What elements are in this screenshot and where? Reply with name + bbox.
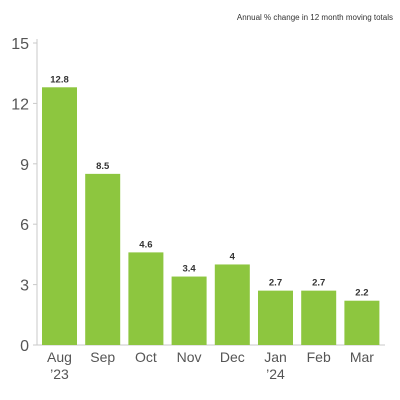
x-ticks-group: Aug’23 Sep Oct Nov Dec Jan’24 Feb Mar [47, 349, 374, 382]
chart-subtitle: Annual % change in 12 month moving total… [237, 13, 393, 22]
bar [344, 300, 380, 345]
bar [42, 87, 77, 345]
data-label: 2.7 [312, 278, 325, 289]
bars-group [42, 87, 380, 345]
bar [128, 252, 164, 345]
x-tick-label: Jan [264, 349, 287, 365]
data-label: 2.7 [269, 278, 282, 289]
data-labels-group: 12.8 8.5 4.6 3.4 4 2.7 2.7 2.2 [50, 74, 368, 298]
x-tick-label: Dec [220, 349, 245, 365]
bar [85, 173, 121, 345]
bar [301, 290, 337, 345]
y-tick-label: 3 [20, 278, 29, 295]
x-tick-label: Nov [177, 349, 202, 365]
x-tick-label: ’24 [266, 366, 285, 382]
y-tick-label: 9 [20, 157, 29, 174]
x-tick-label: Oct [135, 349, 157, 365]
x-tick-label: Feb [307, 349, 331, 365]
x-tick-label: Sep [90, 349, 115, 365]
bar [214, 264, 250, 345]
data-label: 12.8 [50, 74, 69, 85]
x-tick-label: ’23 [50, 366, 69, 382]
bar [258, 290, 293, 345]
data-label: 2.2 [355, 288, 368, 299]
x-tick-label: Aug [47, 349, 72, 365]
y-tick-label: 0 [20, 338, 29, 355]
data-label: 3.4 [182, 264, 196, 275]
bar [171, 276, 207, 345]
x-tick-label: Mar [350, 349, 374, 365]
y-tick-label: 15 [11, 36, 29, 53]
y-ticks-group: 0 3 6 9 12 15 [11, 36, 37, 355]
data-label: 4.6 [139, 239, 152, 250]
y-tick-label: 12 [11, 96, 29, 113]
data-label: 4 [230, 251, 236, 262]
data-label: 8.5 [96, 161, 110, 172]
y-tick-label: 6 [20, 217, 29, 234]
